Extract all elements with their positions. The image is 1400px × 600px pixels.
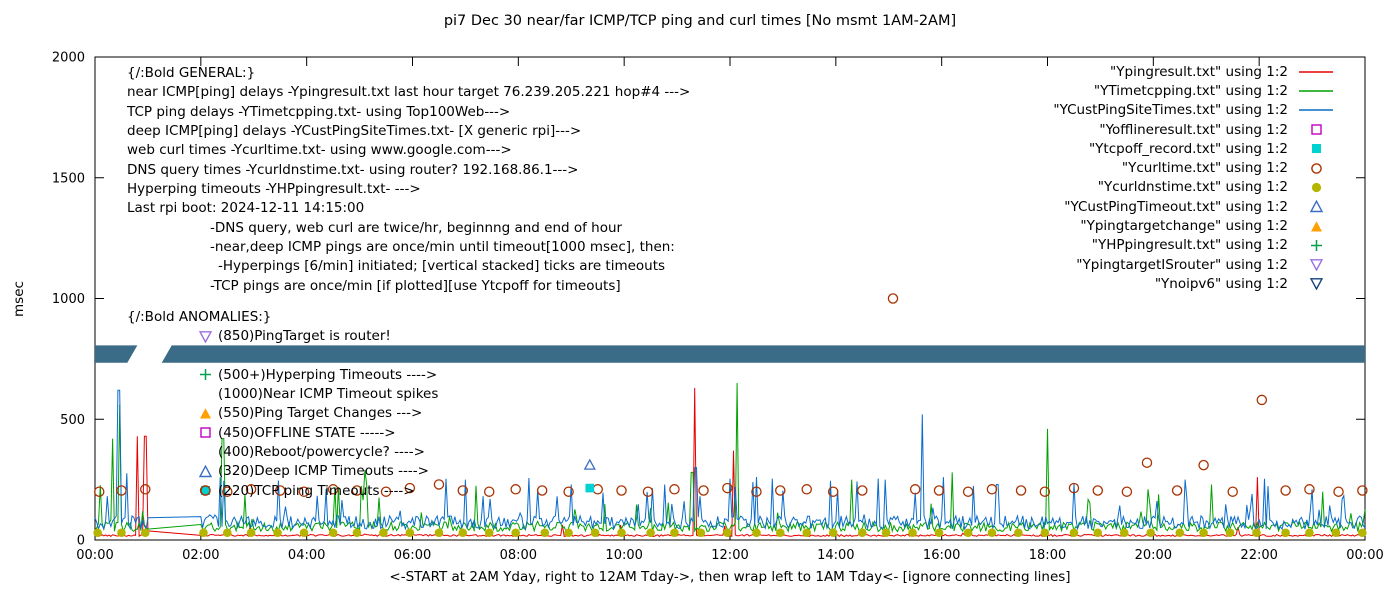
legend-label: "YpingtargetISrouter" using 1:2 [1076, 256, 1288, 273]
svg-text:00:00: 00:00 [1346, 548, 1383, 563]
y-axis-label: msec [11, 281, 27, 317]
anomaly-marker-icon [199, 330, 218, 343]
legend-marker-icon [1298, 220, 1334, 233]
anomaly-item [127, 346, 438, 365]
anomaly-item: (400)Reboot/powercycle? ----> [127, 442, 438, 461]
legend-label: "YCustPingTimeout.txt" using 1:2 [1064, 198, 1288, 215]
annotation-line: deep ICMP[ping] delays -YCustPingSiteTim… [127, 123, 582, 140]
anomaly-text: (220)TCP ping Timeouts ----> [218, 482, 415, 499]
legend-row: "YHPpingresult.txt" using 1:2 [1053, 236, 1334, 255]
svg-text:08:00: 08:00 [500, 548, 537, 563]
anomaly-item: (450)OFFLINE STATE -----> [127, 423, 438, 442]
annotation-line: -Hyperpings [6/min] initiated; [vertical… [218, 258, 666, 275]
svg-text:14:00: 14:00 [817, 548, 854, 563]
svg-text:16:00: 16:00 [923, 548, 960, 563]
anomalies-annotation-block: {/:Bold ANOMALIES:} (850)PingTarget is r… [127, 307, 438, 500]
svg-text:500: 500 [60, 413, 85, 428]
annotation-line: -TCP pings are once/min [if plotted][use… [210, 277, 621, 294]
svg-text:02:00: 02:00 [182, 548, 219, 563]
svg-text:2000: 2000 [52, 51, 85, 66]
legend-row: "Ypingresult.txt" using 1:2 [1053, 62, 1334, 81]
annotation-line: DNS query times -Ycurldnstime.txt- using… [127, 161, 579, 178]
anomaly-item: (850)PingTarget is router! [127, 326, 438, 345]
general-heading: {/:Bold GENERAL:} [127, 65, 256, 81]
legend-marker-icon [1298, 277, 1334, 291]
legend-row: "YCustPingSiteTimes.txt" using 1:2 [1053, 101, 1334, 120]
anomaly-text: (400)Reboot/powercycle? ----> [218, 444, 425, 461]
legend-line-swatch [1298, 65, 1334, 79]
anomaly-marker-icon [199, 368, 218, 381]
anomalies-heading: {/:Bold ANOMALIES:} [127, 308, 272, 325]
anomaly-item: (1000)Near ICMP Timeout spikes [127, 384, 438, 403]
anomaly-marker-icon [199, 464, 218, 478]
anomaly-text: (850)PingTarget is router! [218, 328, 391, 345]
legend-label: "YHPpingresult.txt" using 1:2 [1091, 237, 1288, 254]
legend-marker-icon [1298, 142, 1334, 155]
legend-line-swatch [1298, 103, 1334, 117]
anomaly-text: (450)OFFLINE STATE -----> [218, 424, 396, 441]
svg-text:06:00: 06:00 [394, 548, 431, 563]
legend-row: "Yofflineresult.txt" using 1:2 [1053, 120, 1334, 139]
annotation-line: -DNS query, web curl are twice/hr, begin… [210, 219, 623, 236]
anomaly-marker-icon [199, 426, 218, 439]
legend-label: "YTimetcpping.txt" using 1:2 [1093, 82, 1288, 99]
anomaly-text: (500+)Hyperping Timeouts ----> [218, 366, 438, 383]
svg-text:12:00: 12:00 [711, 548, 748, 563]
legend-label: "Ynoipv6" using 1:2 [1154, 275, 1288, 292]
anomaly-item: (220)TCP ping Timeouts ----> [127, 481, 438, 500]
legend-row: "YCustPingTimeout.txt" using 1:2 [1053, 197, 1334, 216]
anomaly-text: (550)Ping Target Changes ---> [218, 405, 423, 422]
legend-label: "Yofflineresult.txt" using 1:2 [1099, 121, 1288, 138]
legend-label: "YCustPingSiteTimes.txt" using 1:2 [1053, 102, 1288, 119]
svg-text:18:00: 18:00 [1029, 548, 1066, 563]
x-axis-label: <-START at 2AM Yday, right to 12AM Tday-… [389, 569, 1071, 585]
legend-row: "YTimetcpping.txt" using 1:2 [1053, 81, 1334, 100]
legend-row: "Ynoipv6" using 1:2 [1053, 274, 1334, 293]
legend-row: "Ycurltime.txt" using 1:2 [1053, 158, 1334, 177]
annotation-line: Last rpi boot: 2024-12-11 14:15:00 [127, 200, 365, 217]
anomaly-item: (550)Ping Target Changes ---> [127, 404, 438, 423]
svg-text:00:00: 00:00 [76, 548, 113, 563]
annotation-line: near ICMP[ping] delays -Ypingresult.txt … [127, 84, 691, 101]
legend-marker-icon [1298, 162, 1334, 175]
svg-text:10:00: 10:00 [605, 548, 642, 563]
general-annotation-block: {/:Bold GENERAL:} near ICMP[ping] delays… [127, 64, 690, 296]
legend-marker-icon [1298, 200, 1334, 213]
annotation-line: web curl times -Ycurltime.txt- using www… [127, 142, 512, 159]
chart-title: pi7 Dec 30 near/far ICMP/TCP ping and cu… [443, 13, 957, 29]
svg-text:1000: 1000 [52, 292, 85, 307]
svg-text:22:00: 22:00 [1240, 548, 1277, 563]
legend-line-swatch [1298, 84, 1334, 98]
anomaly-marker-icon [199, 484, 218, 497]
anomaly-item: (320)Deep ICMP Timeouts ----> [127, 462, 438, 481]
legend-label: "Ytcpoff_record.txt" using 1:2 [1088, 140, 1288, 157]
svg-text:1500: 1500 [52, 171, 85, 186]
legend-label: "Ycurldnstime.txt" using 1:2 [1097, 179, 1288, 196]
legend-marker-icon [1298, 123, 1334, 136]
anomaly-marker-icon [199, 407, 218, 420]
legend-label: "Ycurltime.txt" using 1:2 [1121, 160, 1288, 177]
anomaly-item: (500+)Hyperping Timeouts ----> [127, 365, 438, 384]
legend-row: "Ycurldnstime.txt" using 1:2 [1053, 178, 1334, 197]
annotation-line: -near,deep ICMP pings are once/min until… [210, 239, 675, 256]
annotation-line: TCP ping delays -YTimetcpping.txt- using… [127, 103, 511, 120]
anomaly-text: (320)Deep ICMP Timeouts ----> [218, 463, 429, 480]
annotation-line: Hyperping timeouts -YHPpingresult.txt- -… [127, 181, 421, 198]
legend-label: "Ypingtargetchange" using 1:2 [1080, 218, 1288, 235]
legend-row: "Ytcpoff_record.txt" using 1:2 [1053, 139, 1334, 158]
anomaly-text: (1000)Near ICMP Timeout spikes [218, 386, 439, 403]
legend: "Ypingresult.txt" using 1:2 "YTimetcppin… [1053, 62, 1334, 294]
legend-row: "YpingtargetISrouter" using 1:2 [1053, 255, 1334, 274]
legend-marker-icon [1298, 258, 1334, 272]
legend-marker-icon [1298, 181, 1334, 194]
legend-label: "Ypingresult.txt" using 1:2 [1110, 63, 1288, 80]
svg-text:0: 0 [77, 534, 85, 549]
legend-marker-icon [1298, 239, 1334, 252]
legend-row: "Ypingtargetchange" using 1:2 [1053, 216, 1334, 235]
svg-text:04:00: 04:00 [288, 548, 325, 563]
svg-text:20:00: 20:00 [1135, 548, 1172, 563]
